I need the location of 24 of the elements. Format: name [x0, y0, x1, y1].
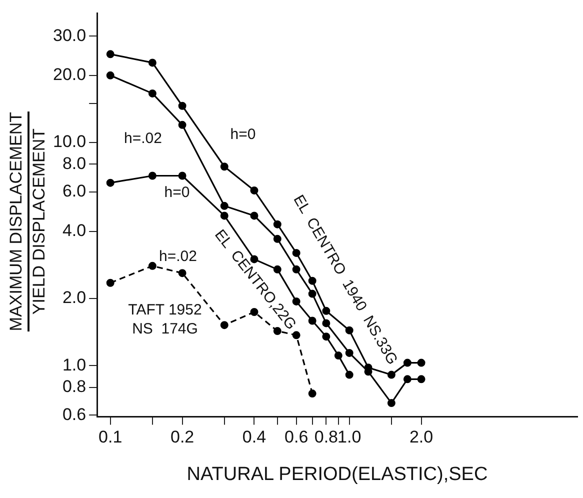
annotation: h=0 — [164, 184, 190, 202]
y-axis-title: MAXIMUM DISPLACEMENT YIELD DISPLACEMENT — [6, 110, 50, 334]
y-tick-label: 20.0 — [52, 65, 86, 84]
y-tick-label: 6.0 — [62, 182, 86, 201]
x-tick-label: 0.6 — [284, 428, 308, 447]
x-axis-title: NATURAL PERIOD(ELASTIC),SEC — [186, 464, 488, 485]
annotation: h=.02 — [124, 130, 162, 148]
x-tick-label: 1.0 — [338, 428, 362, 447]
x-tick-label: 0.4 — [242, 428, 266, 447]
annotation: TAFT 1952 NS 174G — [128, 302, 202, 338]
x-tick-label: 0.8 — [314, 428, 338, 447]
y-tick-label: 10.0 — [52, 132, 86, 152]
y-tick-label: 8.0 — [62, 154, 86, 173]
x-tick-label: 2.0 — [409, 428, 434, 447]
x-tick-label: 0.2 — [170, 428, 194, 447]
annotation: h=0 — [230, 126, 256, 144]
x-tick-label: 0.1 — [98, 428, 122, 447]
y-tick-label: 30.0 — [52, 26, 86, 45]
y-tick-label: 0.6 — [62, 404, 86, 424]
annotation: h=.02 — [159, 248, 197, 266]
y-tick-label: 1.0 — [62, 355, 86, 374]
y-tick-label: 0.8 — [62, 376, 86, 396]
y-tick-label: 4.0 — [62, 221, 86, 240]
y-tick-label: 2.0 — [62, 288, 86, 308]
